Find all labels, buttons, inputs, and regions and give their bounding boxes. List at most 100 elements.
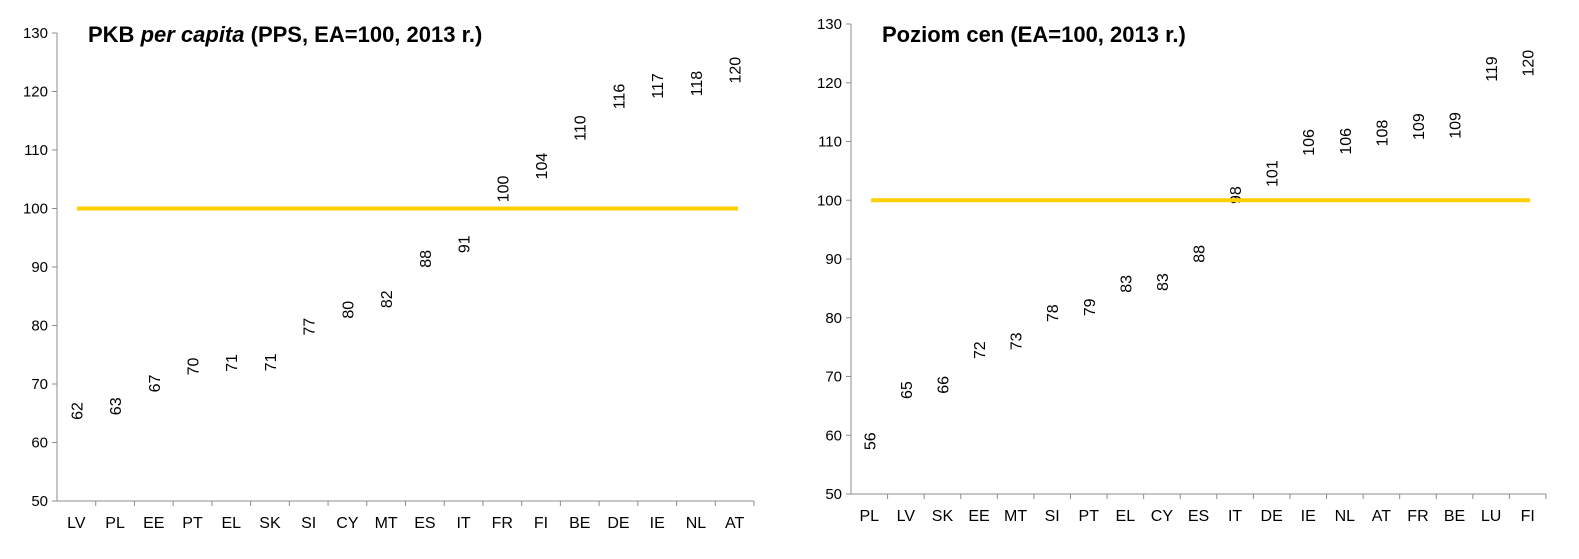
data-label: 88	[418, 250, 435, 268]
data-label: 77	[302, 318, 319, 336]
x-tick-label: AT	[725, 515, 744, 532]
data-label: 65	[899, 381, 916, 399]
y-tick-label: 110	[24, 142, 48, 159]
data-label: 104	[534, 153, 551, 180]
x-tick-label: IE	[650, 515, 665, 532]
chart-title: Poziom cen (EA=100, 2013 r.)	[882, 22, 1186, 47]
y-tick-label: 130	[23, 25, 48, 42]
x-tick-label: IT	[456, 515, 470, 532]
x-tick-label: SK	[932, 508, 954, 525]
data-label: 109	[1448, 112, 1465, 139]
x-tick-label: IT	[1228, 508, 1242, 525]
x-tick-label: DE	[607, 515, 629, 532]
x-tick-label: MT	[375, 515, 398, 532]
x-tick-label: PT	[1079, 508, 1100, 525]
data-label: 110	[573, 115, 590, 141]
data-label: 80	[340, 301, 357, 319]
x-tick-label: EL	[1116, 508, 1136, 525]
chart-2: 50 60 70 80 90 100 110 120 130 PL 56 LV 65 SK 66 EE 72 MT…	[817, 16, 1547, 525]
y-tick-label: 90	[825, 251, 842, 268]
y-tick-label: 50	[825, 486, 842, 503]
data-label: 120	[728, 57, 745, 84]
x-tick-label: EE	[968, 508, 989, 525]
x-tick-label: LV	[67, 515, 86, 532]
y-tick-label: 70	[825, 369, 842, 386]
y-tick-label: 120	[23, 84, 48, 101]
data-label: 78	[1045, 304, 1062, 322]
x-tick-label: FR	[492, 515, 513, 532]
data-label: 71	[263, 353, 280, 371]
y-tick-label: 70	[31, 376, 48, 393]
y-tick-label: 130	[817, 16, 842, 33]
x-tick-label: ES	[414, 515, 435, 532]
y-tick-label: 60	[825, 427, 842, 444]
data-label: 120	[1521, 50, 1538, 77]
x-tick-label: PL	[860, 508, 880, 525]
data-label: 100	[495, 175, 512, 202]
data-label: 71	[224, 354, 241, 372]
data-label: 118	[689, 71, 706, 97]
x-tick-label: LU	[1481, 508, 1501, 525]
data-label: 73	[1009, 332, 1026, 350]
y-tick-label: 80	[825, 310, 842, 327]
data-label: 82	[379, 290, 396, 308]
x-tick-label: EL	[221, 515, 241, 532]
y-tick-label: 110	[818, 134, 842, 151]
x-tick-label: SK	[259, 515, 281, 532]
data-label: 106	[1338, 128, 1355, 155]
x-tick-label: MT	[1004, 508, 1027, 525]
x-tick-label: SI	[1045, 508, 1060, 525]
data-label: 109	[1411, 113, 1428, 140]
data-label: 88	[1192, 245, 1209, 263]
x-tick-label: LV	[897, 508, 916, 525]
x-tick-label: FR	[1407, 508, 1428, 525]
data-label: 108	[1374, 120, 1391, 147]
chart-title-part: PKB	[88, 22, 141, 47]
y-tick-label: 100	[817, 192, 842, 209]
x-tick-label: PT	[182, 515, 203, 532]
y-tick-label: 120	[817, 75, 842, 92]
data-label: 67	[147, 374, 164, 392]
x-tick-label: NL	[686, 515, 707, 532]
data-label: 83	[1155, 273, 1172, 291]
data-label: 79	[1082, 298, 1099, 316]
data-label: 101	[1265, 160, 1282, 187]
data-label: 72	[972, 341, 989, 359]
x-tick-label: AT	[1372, 508, 1391, 525]
data-label: 119	[1484, 56, 1501, 82]
x-tick-label: ES	[1188, 508, 1209, 525]
chart-title-part: (PPS, EA=100, 2013 r.)	[245, 22, 483, 47]
x-tick-label: BE	[1444, 508, 1465, 525]
x-tick-label: IE	[1301, 508, 1316, 525]
y-tick-label: 80	[31, 318, 48, 335]
data-label: 106	[1301, 129, 1318, 156]
x-tick-label: FI	[1521, 508, 1535, 525]
x-tick-label: CY	[1151, 508, 1174, 525]
data-label: 56	[862, 432, 879, 450]
y-tick-label: 90	[31, 259, 48, 276]
y-tick-label: 100	[23, 201, 48, 218]
x-tick-label: BE	[569, 515, 590, 532]
x-tick-label: EE	[143, 515, 164, 532]
x-tick-label: FI	[534, 515, 548, 532]
data-label: 66	[935, 376, 952, 394]
chart-title: PKB per capita (PPS, EA=100, 2013 r.)	[88, 22, 482, 47]
chart-title-part: per capita	[140, 22, 245, 47]
y-tick-label: 50	[31, 493, 48, 510]
data-label: 83	[1118, 275, 1135, 293]
data-label: 91	[457, 235, 474, 253]
chart-title-part: Poziom cen (EA=100, 2013 r.)	[882, 22, 1186, 47]
data-label: 117	[650, 73, 667, 99]
data-label: 63	[108, 397, 125, 415]
data-label: 62	[69, 402, 86, 420]
data-label: 70	[186, 358, 203, 376]
x-tick-label: SI	[301, 515, 316, 532]
x-tick-label: DE	[1261, 508, 1283, 525]
x-tick-label: NL	[1335, 508, 1356, 525]
data-label: 116	[611, 84, 628, 110]
y-tick-label: 60	[31, 435, 48, 452]
x-tick-label: CY	[336, 515, 359, 532]
x-tick-label: PL	[105, 515, 125, 532]
chart-1: 50 60 70 80 90 100 110 120 130 LV 62 PL 63 EE 67 PT 70 EL…	[23, 22, 755, 532]
